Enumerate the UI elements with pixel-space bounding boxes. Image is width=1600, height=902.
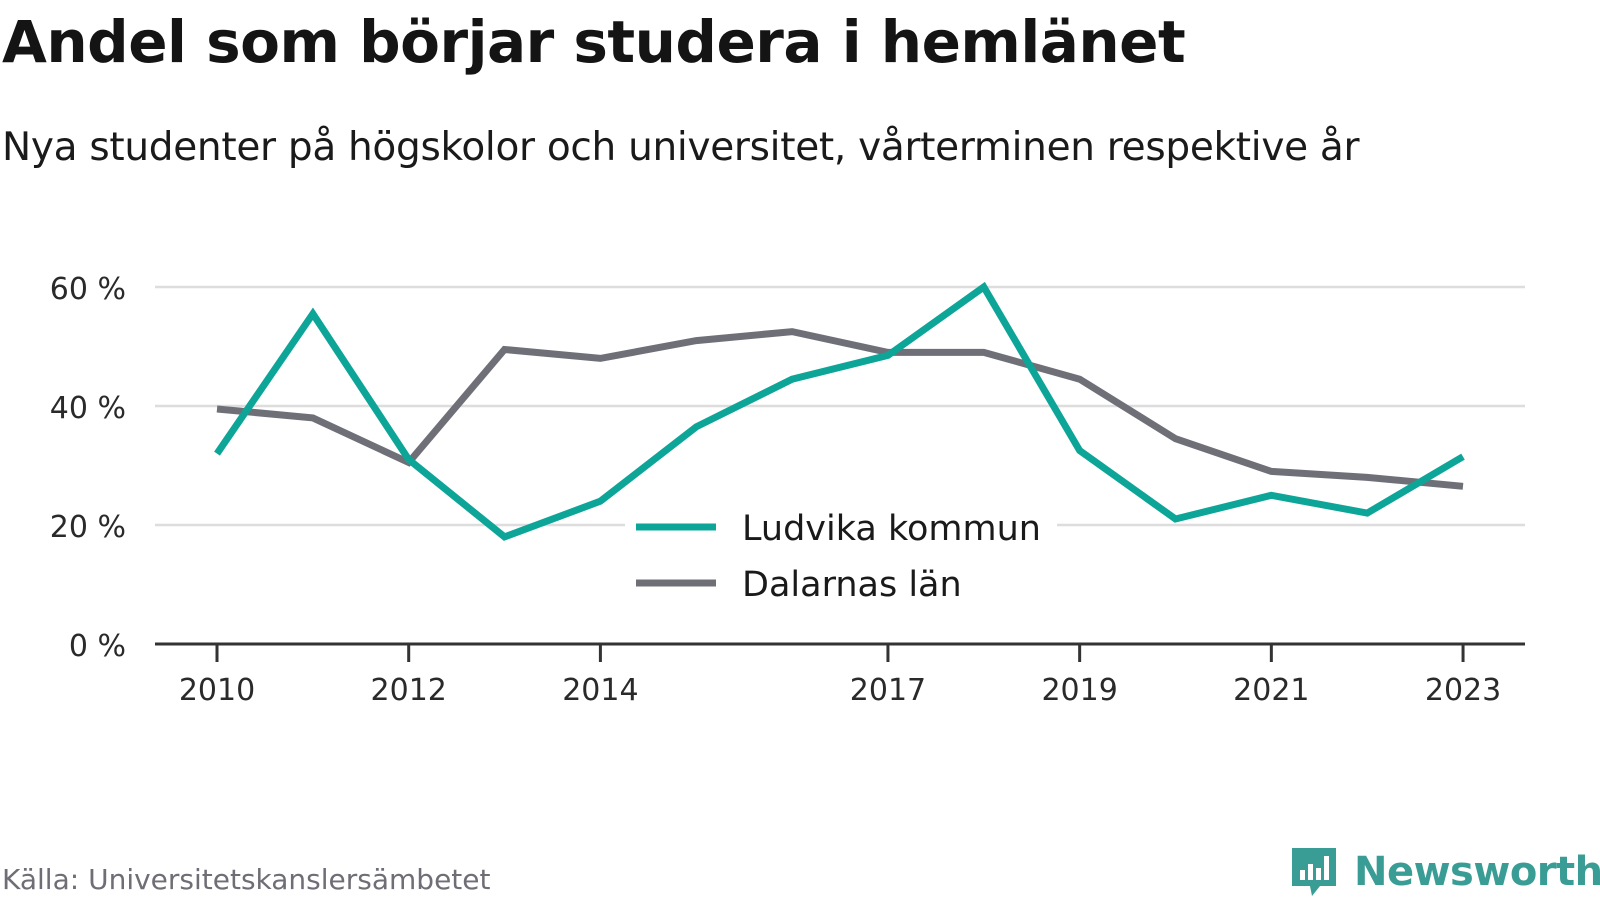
brand-name: Newsworthy xyxy=(1354,849,1600,895)
x-tick-label: 2021 xyxy=(1233,673,1309,708)
y-axis-tick-labels: 0 % 20 % 40 % 60 % xyxy=(50,272,126,664)
y-tick-label: 40 % xyxy=(50,391,126,426)
gridlines xyxy=(155,285,1525,527)
legend-background xyxy=(625,494,1057,616)
x-axis: 2010 2012 2014 2017 2019 2021 2023 xyxy=(155,642,1525,708)
legend-label: Dalarnas län xyxy=(742,565,962,605)
chart-subtitle: Nya studenter på högskolor och universit… xyxy=(2,125,1360,170)
y-tick-label: 60 % xyxy=(50,272,126,307)
chart-title: Andel som börjar studera i hemlänet xyxy=(2,8,1186,76)
legend: Ludvika kommun Dalarnas län xyxy=(625,494,1057,616)
series-lines xyxy=(214,281,1465,541)
x-tick-label: 2017 xyxy=(850,673,926,708)
bar-chart-speech-bubble-icon xyxy=(1292,848,1336,896)
legend-label: Ludvika kommun xyxy=(742,509,1041,549)
series-line-ludvika-kommun xyxy=(214,281,1465,541)
y-tick-label: 0 % xyxy=(69,629,126,664)
x-tick-label: 2010 xyxy=(179,673,255,708)
line-chart: 0 % 20 % 40 % 60 % Ludvika kommun Dalarnas l… xyxy=(50,272,1525,708)
x-tick-label: 2019 xyxy=(1041,673,1117,708)
source-note: Källa: Universitetskanslersämbetet xyxy=(2,863,491,896)
brand-logo: Newsworthy xyxy=(1290,842,1600,902)
y-tick-label: 20 % xyxy=(50,510,126,545)
x-tick-label: 2023 xyxy=(1425,673,1501,708)
series-line-dalarnas-lan xyxy=(216,328,1464,490)
x-tick-label: 2014 xyxy=(562,673,638,708)
x-tick-label: 2012 xyxy=(371,673,447,708)
